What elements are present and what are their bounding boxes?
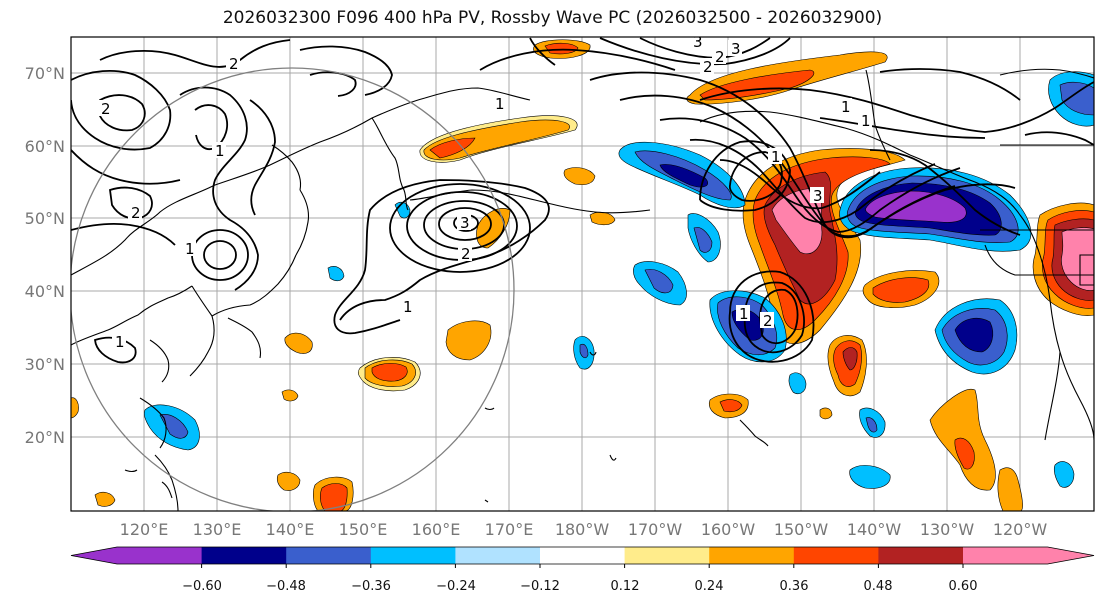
colorbar-segment — [370, 547, 456, 564]
colorbar-tick-label: −0.12 — [520, 579, 560, 594]
contour-label: 2 — [715, 48, 725, 66]
contour-labels: 2 2 1 1 3 2 1 1 3 2 1 1 3 1 1 2 3 2 2 1 — [98, 33, 872, 351]
map-panel: 2 2 1 1 3 2 1 1 3 2 1 1 3 1 1 2 3 2 2 1 — [71, 33, 1094, 511]
contour-label: 1 — [115, 333, 125, 351]
lon-label: 120°E — [120, 520, 169, 539]
colorbar-tick-label: 0.60 — [949, 579, 978, 594]
colorbar-segment — [455, 547, 541, 564]
colorbar — [70, 546, 1095, 568]
radius-circle — [71, 67, 515, 511]
contour-label: 2 — [131, 204, 141, 222]
colorbar-tick-label: −0.60 — [182, 579, 222, 594]
colorbar-segment — [963, 547, 1049, 564]
colorbar-tick-label: 0.12 — [611, 579, 640, 594]
map-title: 2026032300 F096 400 hPa PV, Rossby Wave … — [222, 8, 883, 28]
lon-label: 130°E — [193, 520, 242, 539]
colorbar-segment — [540, 547, 626, 564]
lon-label: 120°W — [993, 520, 1048, 539]
lat-label: 30°N — [25, 355, 65, 374]
colorbar-tick-label: 0.24 — [695, 579, 724, 594]
colorbar-extend-low — [71, 547, 117, 564]
contour-label: 3 — [693, 33, 703, 51]
colorbar-tick-label: −0.48 — [266, 579, 306, 594]
contour-label: 3 — [460, 214, 470, 232]
colorbar-outline — [70, 546, 1095, 565]
latitude-labels: 70°N 60°N 50°N 40°N 30°N 20°N — [25, 64, 65, 447]
contour-label: 1 — [215, 142, 225, 160]
contour-label: 1 — [739, 305, 749, 323]
lat-label: 40°N — [25, 282, 65, 301]
contour-label: 3 — [813, 187, 823, 205]
longitude-labels: 120°E 130°E 140°E 150°E 160°E 170°E 180°… — [120, 520, 1048, 539]
contour-label: 1 — [841, 98, 851, 116]
colorbar-tick-label: −0.36 — [351, 579, 391, 594]
lon-label: 160°W — [701, 520, 756, 539]
lon-label: 170°E — [485, 520, 534, 539]
contour-label: 3 — [731, 40, 741, 58]
lon-label: 170°W — [628, 520, 683, 539]
colorbar-tick-label: 0.36 — [780, 579, 809, 594]
lon-label: 150°E — [339, 520, 388, 539]
lon-label: 160°E — [412, 520, 461, 539]
contour-label: 2 — [703, 58, 713, 76]
map-frame — [70, 36, 1095, 512]
coastlines — [71, 68, 1094, 511]
colorbar-segment — [201, 547, 287, 564]
lat-label: 20°N — [25, 428, 65, 447]
contour-label: 2 — [101, 100, 111, 118]
colorbar-segment — [286, 547, 372, 564]
contour-label: 2 — [229, 55, 239, 73]
lat-label: 70°N — [25, 64, 65, 83]
colorbar-tick-label: −0.24 — [436, 579, 476, 594]
contour-label: 2 — [461, 245, 471, 263]
lon-label: 130°W — [920, 520, 975, 539]
colorbar-tick-labels: −0.60 −0.48 −0.36 −0.24 −0.12 0.12 0.24 … — [182, 579, 977, 594]
gridlines — [71, 37, 1094, 511]
contour-label: 1 — [185, 240, 195, 258]
contour-label: 1 — [861, 112, 871, 130]
contour-label: 1 — [403, 298, 413, 316]
lon-label: 140°E — [266, 520, 315, 539]
colorbar-segment — [117, 547, 203, 564]
lon-label: 150°W — [774, 520, 829, 539]
colorbar-segment — [793, 547, 879, 564]
contour-label: 1 — [771, 148, 781, 166]
colorbar-segment — [878, 547, 964, 564]
colorbar-tick-label: 0.48 — [864, 579, 893, 594]
contour-label: 2 — [763, 312, 773, 330]
colorbar-extend-high — [1047, 547, 1094, 564]
lat-label: 60°N — [25, 137, 65, 156]
lon-label: 180°W — [555, 520, 610, 539]
contour-label: 1 — [495, 95, 505, 113]
lat-label: 50°N — [25, 209, 65, 228]
lon-label: 140°W — [847, 520, 902, 539]
colorbar-segment — [624, 547, 710, 564]
colorbar-segment — [709, 547, 795, 564]
